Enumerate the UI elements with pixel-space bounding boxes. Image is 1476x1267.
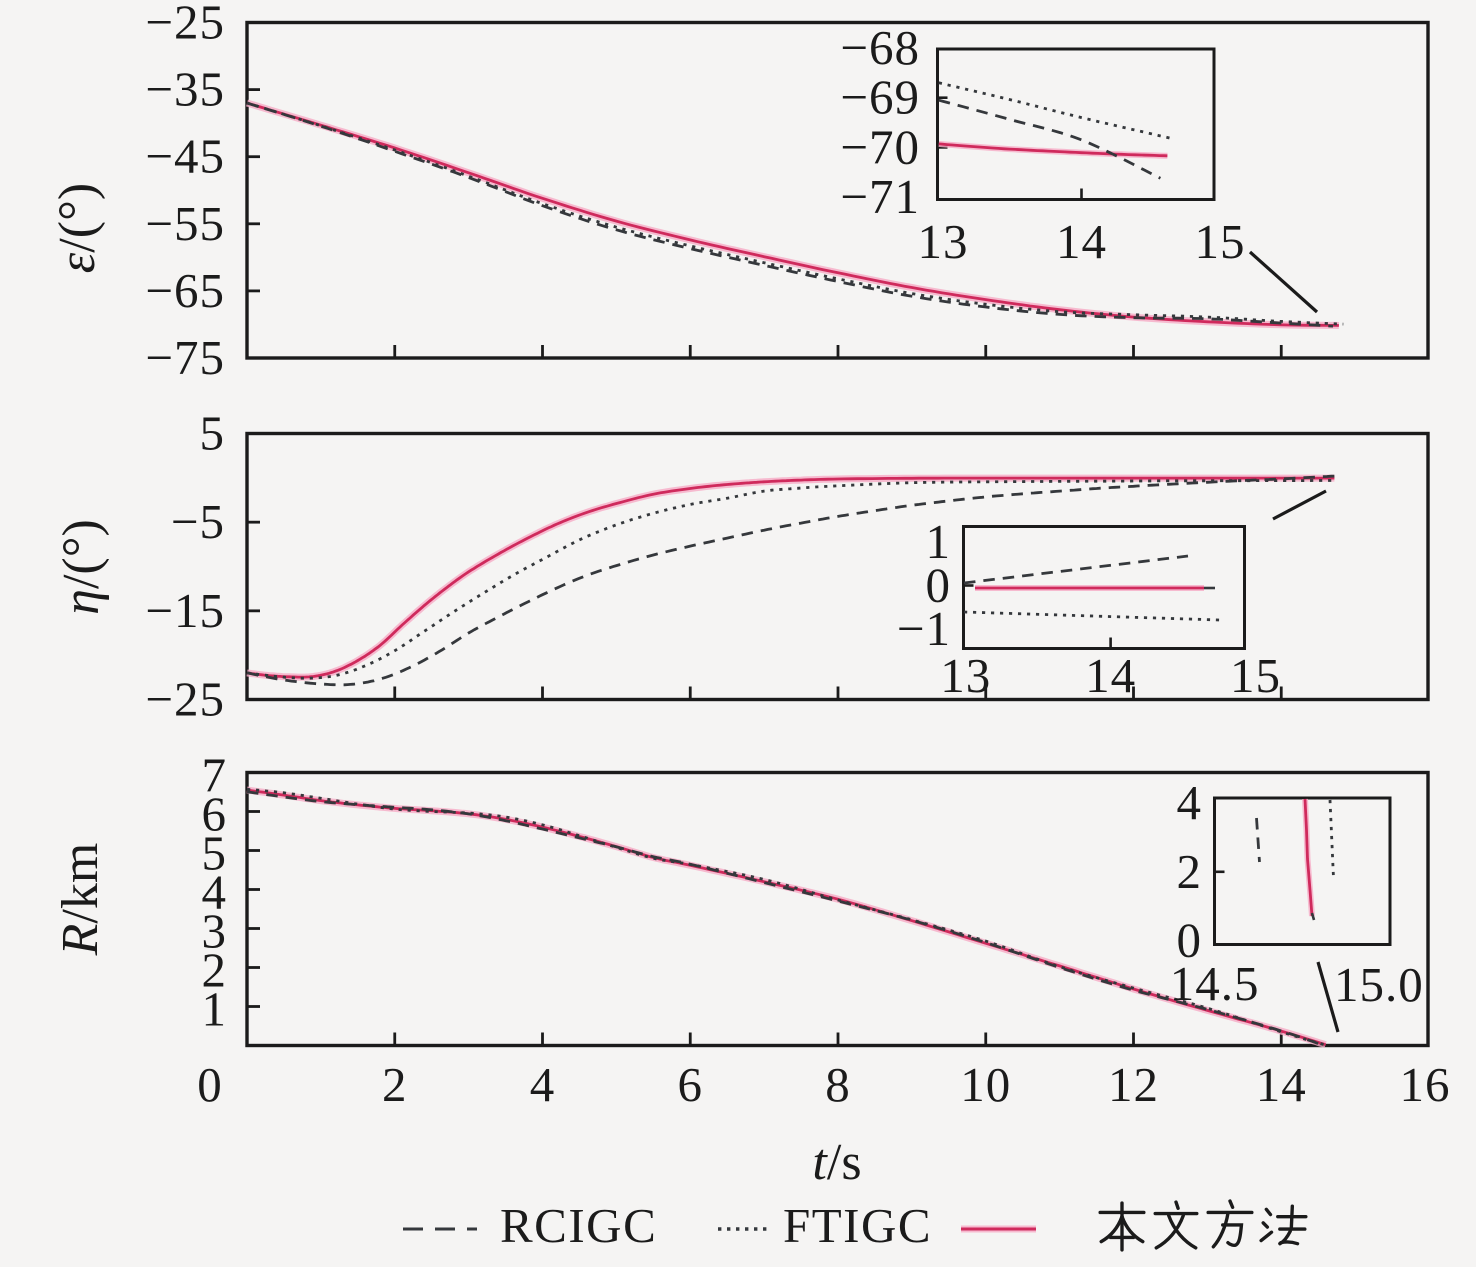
svg-text:0: 0 [926, 558, 952, 613]
svg-text:−55: −55 [145, 196, 225, 251]
svg-text:−25: −25 [145, 672, 225, 727]
svg-text:2: 2 [1177, 844, 1203, 899]
svg-text:4: 4 [202, 865, 228, 920]
svg-text:−1: −1 [897, 601, 951, 656]
svg-text:6: 6 [678, 1057, 704, 1112]
svg-text:14: 14 [1085, 648, 1136, 703]
svg-text:−75: −75 [145, 330, 225, 385]
svg-text:t/s: t/s [812, 1134, 861, 1191]
svg-text:12: 12 [1108, 1057, 1159, 1112]
svg-text:14: 14 [1256, 1057, 1307, 1112]
svg-text:RCIGC: RCIGC [500, 1198, 657, 1253]
svg-text:0: 0 [197, 1057, 223, 1112]
svg-text:5: 5 [200, 406, 226, 461]
svg-text:−15: −15 [145, 583, 225, 638]
svg-text:−70: −70 [840, 119, 920, 174]
svg-text:8: 8 [825, 1057, 851, 1112]
svg-text:15: 15 [1195, 214, 1246, 269]
svg-text:13: 13 [918, 214, 969, 269]
svg-text:1: 1 [926, 514, 952, 569]
svg-text:2: 2 [202, 943, 228, 998]
svg-text:6: 6 [202, 787, 228, 842]
svg-text:−45: −45 [145, 129, 225, 184]
svg-text:2: 2 [382, 1057, 408, 1112]
svg-text:−69: −69 [840, 70, 920, 125]
svg-text:15: 15 [1230, 648, 1281, 703]
svg-text:0: 0 [1177, 913, 1203, 968]
svg-text:R/km: R/km [52, 843, 109, 957]
svg-text:−35: −35 [145, 62, 225, 117]
svg-text:FTIGC: FTIGC [783, 1198, 932, 1253]
svg-text:4: 4 [530, 1057, 556, 1112]
svg-text:−65: −65 [145, 263, 225, 318]
svg-text:15.0: 15.0 [1334, 957, 1424, 1012]
svg-text:10: 10 [960, 1057, 1011, 1112]
svg-text:14: 14 [1056, 214, 1107, 269]
svg-text:5: 5 [202, 826, 228, 881]
svg-text:14.5: 14.5 [1170, 956, 1260, 1011]
svg-text:−71: −71 [840, 169, 920, 224]
svg-text:η/(°): η/(°) [53, 519, 110, 615]
svg-text:7: 7 [202, 748, 228, 803]
svg-text:−5: −5 [171, 494, 225, 549]
svg-text:−68: −68 [840, 20, 920, 75]
svg-text:3: 3 [202, 904, 228, 959]
svg-text:13: 13 [940, 648, 991, 703]
svg-text:1: 1 [202, 982, 228, 1037]
svg-text:16: 16 [1400, 1057, 1451, 1112]
svg-text:4: 4 [1177, 775, 1203, 830]
svg-text:ε/(°): ε/(°) [49, 183, 106, 273]
svg-text:−25: −25 [145, 0, 225, 50]
